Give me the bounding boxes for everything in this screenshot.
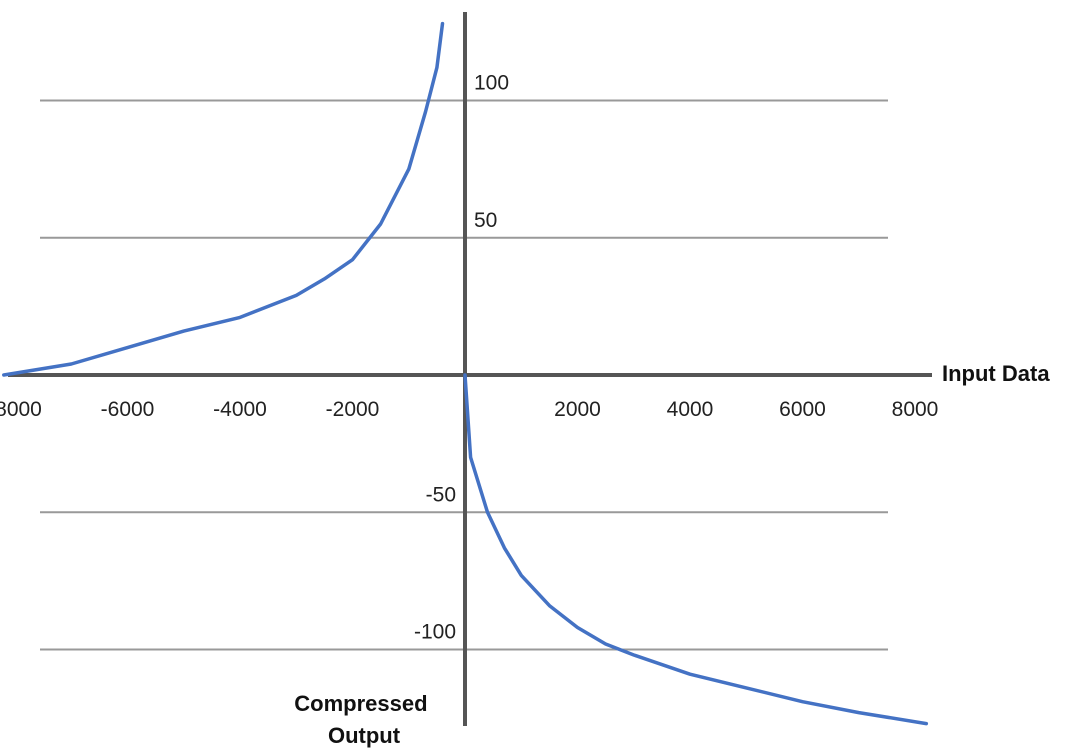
series-line-negative-branch	[2, 21, 445, 377]
series	[2, 21, 929, 726]
x-tick-label: 4000	[667, 398, 714, 421]
x-tick-label: 2000	[554, 398, 601, 421]
axes	[8, 12, 932, 726]
y-tick-label: 50	[474, 209, 497, 232]
x-tick-label: -8000	[0, 398, 42, 421]
x-tick-label: 6000	[779, 398, 826, 421]
tick-labels: -8000 -6000 -4000 -2000 2000 4000 6000 8000 100 5…	[0, 72, 938, 644]
y-axis-title-line-2: Output	[328, 723, 401, 748]
y-tick-label: -50	[426, 483, 456, 506]
x-tick-label: -6000	[101, 398, 155, 421]
y-axis-title: Compressed Output	[294, 691, 433, 748]
x-axis-title: Input Data	[942, 361, 1050, 386]
y-tick-label: -100	[414, 621, 456, 644]
y-tick-label: 100	[474, 72, 509, 95]
series-line-positive-branch	[463, 373, 929, 726]
x-tick-label: -2000	[326, 398, 380, 421]
x-tick-label: -4000	[213, 398, 267, 421]
y-axis-title-line-1: Compressed	[294, 691, 427, 716]
x-tick-label: 8000	[892, 398, 939, 421]
